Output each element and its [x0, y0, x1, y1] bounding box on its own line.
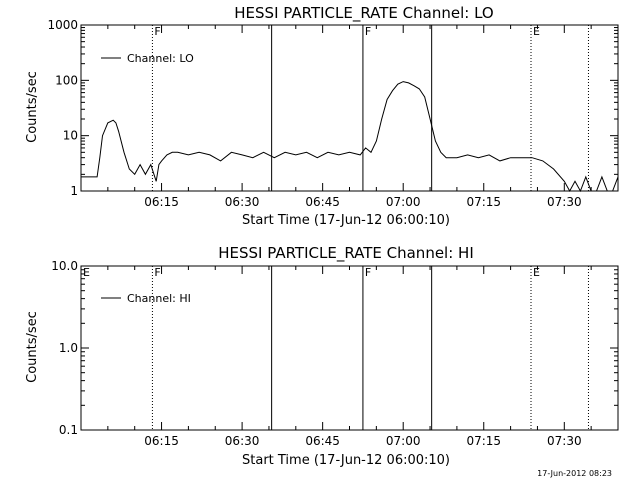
event-marker-label: F — [365, 25, 371, 38]
x-tick-label: 07:30 — [547, 195, 582, 209]
y-axis-label: Counts/sec — [25, 71, 40, 143]
event-marker-label: E — [533, 266, 540, 279]
x-tick-label: 06:15 — [144, 434, 179, 448]
x-tick-label: 06:45 — [305, 434, 340, 448]
event-marker-label: E — [83, 266, 90, 279]
series-layer — [81, 81, 619, 193]
x-tick-label: 06:15 — [144, 195, 179, 209]
legend: Channel: HI — [101, 292, 191, 305]
y-tick-label: 10.0 — [51, 259, 78, 273]
legend-label: Channel: LO — [127, 52, 194, 65]
x-tick-label: 07:00 — [386, 434, 421, 448]
x-axis-label: Start Time (17-Jun-12 06:00:10) — [242, 213, 450, 228]
footer-timestamp: 17-Jun-2012 08:23 — [537, 469, 612, 478]
x-tick-layer: 06:15 06:30 06:45 07:00 07:15 07:30 — [107, 266, 592, 448]
event-marker-label: E — [533, 25, 540, 38]
x-tick-label: 07:15 — [466, 195, 501, 209]
y-tick-label: 0.1 — [59, 423, 78, 437]
y-tick-label: 10 — [63, 129, 78, 143]
y-axis-label: Counts/sec — [25, 311, 40, 383]
x-tick-label: 06:45 — [305, 195, 340, 209]
y-tick-layer: 0.1 1.0 10.0 — [51, 259, 618, 437]
x-tick-layer: 06:15 06:30 06:45 07:00 07:15 07:30 — [107, 25, 592, 209]
series-line — [81, 81, 619, 193]
y-tick-label: 1 — [70, 184, 78, 198]
event-marker-label: F — [365, 266, 371, 279]
event-marker-label: F — [154, 266, 160, 279]
x-tick-label: 07:15 — [466, 434, 501, 448]
chart-panel-lo: HESSI PARTICLE_RATE Channel: LO Start Ti… — [25, 4, 619, 228]
chart-title: HESSI PARTICLE_RATE Channel: HI — [218, 244, 474, 263]
chart-panel-hi: HESSI PARTICLE_RATE Channel: HI Start Ti… — [25, 244, 619, 468]
x-tick-label: 07:30 — [547, 434, 582, 448]
y-tick-label: 1.0 — [59, 341, 78, 355]
legend: Channel: LO — [101, 52, 194, 65]
x-tick-label: 06:30 — [225, 195, 260, 209]
event-marker-label: F — [154, 25, 160, 38]
legend-label: Channel: HI — [127, 292, 191, 305]
y-tick-label: 100 — [55, 73, 78, 87]
chart-title: HESSI PARTICLE_RATE Channel: LO — [234, 4, 493, 23]
x-tick-label: 06:30 — [225, 434, 260, 448]
x-tick-label: 07:00 — [386, 195, 421, 209]
y-tick-layer: 1 10 100 1000 — [47, 18, 618, 198]
x-axis-label: Start Time (17-Jun-12 06:00:10) — [242, 453, 450, 468]
y-tick-label: 1000 — [47, 18, 78, 32]
